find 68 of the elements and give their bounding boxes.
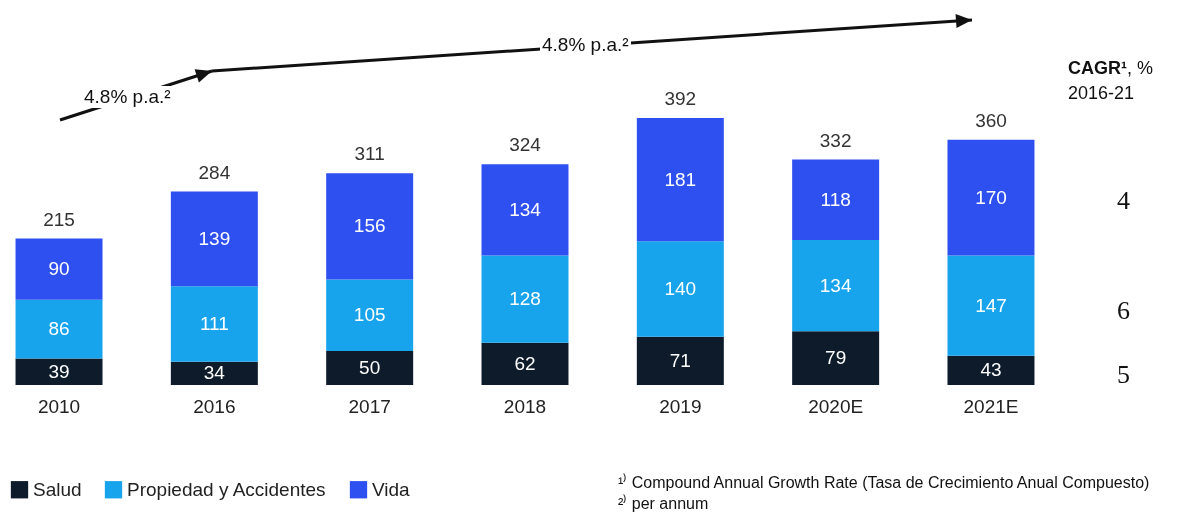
total-label: 215	[43, 208, 75, 230]
text: ²⁾ per annum	[618, 493, 709, 512]
text: 6	[1117, 296, 1130, 326]
data-label: 105	[353, 304, 386, 326]
total-label: 284	[198, 161, 231, 183]
bar	[947, 355, 1035, 385]
total-label: 332	[819, 129, 852, 151]
data-label: 139	[198, 227, 231, 249]
total-label: 324	[509, 134, 542, 156]
data-label: 43	[980, 359, 1002, 381]
data-label: 128	[509, 288, 541, 310]
data-label: 134	[819, 274, 852, 296]
data-label: 156	[353, 215, 386, 237]
text: ¹⁾ Compound Annual Growth Rate (Tasa de Crecimiento Anual Compuesto)	[618, 472, 1150, 493]
data-label: 71	[669, 349, 691, 371]
total-label: 311	[354, 143, 385, 165]
data-label: 170	[975, 186, 1007, 208]
x-tick-label: 2021E	[963, 395, 1019, 417]
bar	[15, 299, 103, 359]
data-label: 79	[825, 347, 847, 369]
bar	[170, 361, 258, 385]
bar	[326, 279, 414, 351]
legend-label: Salud	[33, 478, 82, 500]
data-label: 62	[514, 352, 536, 374]
data-label: 118	[820, 188, 851, 210]
x-tick-label: 2020E	[808, 395, 864, 417]
bar	[170, 286, 258, 362]
bar	[947, 255, 1035, 356]
bar	[15, 358, 103, 385]
x-tick-label: 2018	[503, 395, 547, 417]
bar	[636, 336, 724, 385]
data-label: 90	[48, 258, 70, 280]
bar	[326, 350, 414, 385]
text: 2016-21	[1068, 83, 1135, 104]
data-label: 134	[509, 198, 542, 220]
bar	[947, 139, 1035, 256]
data-label: 140	[664, 277, 697, 299]
data-label: 86	[48, 318, 70, 340]
text: 4	[1117, 186, 1130, 216]
bar	[481, 164, 569, 256]
data-label: 34	[203, 362, 226, 384]
text: CAGR¹, %	[1068, 58, 1154, 79]
data-label: 181	[664, 168, 697, 190]
data-label: 111	[199, 313, 229, 335]
text: 4.8% p.a.²	[82, 86, 173, 108]
bar	[326, 173, 414, 280]
legend-label: Propiedad y Accidentes	[127, 478, 326, 500]
bar	[636, 241, 724, 337]
bar	[481, 342, 569, 385]
data-label: 50	[359, 356, 381, 378]
x-tick-label: 2017	[348, 395, 391, 417]
data-label: 39	[48, 360, 70, 382]
total-label: 392	[664, 88, 697, 109]
data-label: 147	[975, 294, 1007, 316]
bar	[15, 238, 103, 300]
total-label: 360	[975, 109, 1007, 131]
text: 4.8% p.a.²	[540, 34, 631, 56]
x-tick-label: 2016	[193, 395, 236, 417]
x-tick-label: 2019	[659, 395, 702, 417]
bar	[792, 159, 880, 240]
x-tick-label: 2010	[37, 395, 81, 417]
legend-label: Vida	[372, 478, 411, 500]
bar	[481, 255, 569, 343]
text: 5	[1117, 360, 1130, 390]
bar	[792, 239, 880, 332]
bar	[170, 191, 258, 287]
bar	[792, 331, 880, 385]
bar	[636, 118, 724, 242]
